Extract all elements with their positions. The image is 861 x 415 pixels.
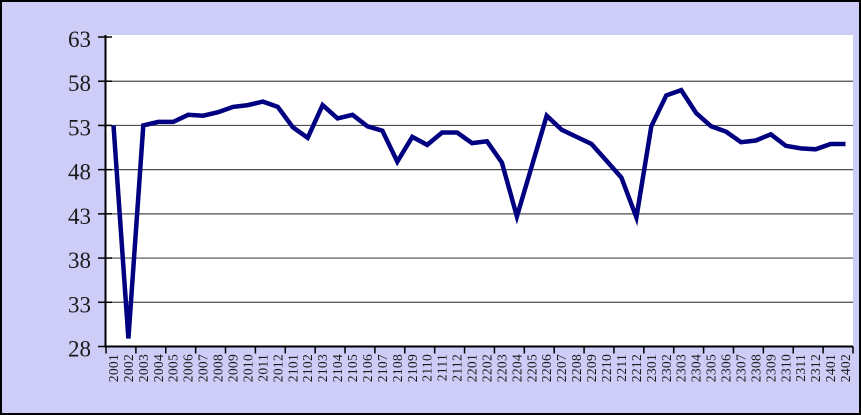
x-axis-label-2204: 2204 [509,354,524,382]
x-axis-label-2203: 2203 [494,354,509,382]
x-axis-label-2011: 2011 [255,354,270,382]
y-axis-label-48: 48 [68,160,91,185]
y-axis-label-28: 28 [68,337,91,362]
plot-area [104,35,853,347]
x-axis-label-2302: 2302 [659,354,674,382]
y-axis-label-58: 58 [68,71,91,96]
x-axis-label-2006: 2006 [181,354,196,382]
x-axis-label-2309: 2309 [763,354,778,382]
x-axis-label-2208: 2208 [569,354,584,382]
x-axis-label-2002: 2002 [121,354,136,382]
x-axis-label-2105: 2105 [345,354,360,382]
x-axis-label-2111: 2111 [435,354,450,381]
x-axis-label-2205: 2205 [524,354,539,382]
x-axis-label-2201: 2201 [465,354,480,382]
y-axis-label-33: 33 [68,292,91,317]
x-axis-label-2102: 2102 [300,354,315,382]
x-axis-label-2110: 2110 [420,354,435,382]
x-axis-label-2303: 2303 [674,354,689,382]
x-axis-label-2307: 2307 [733,354,748,382]
x-axis-label-2007: 2007 [196,354,211,382]
y-axis-label-43: 43 [68,204,91,229]
x-axis-label-2301: 2301 [644,354,659,382]
x-axis-label-2001: 2001 [106,354,121,382]
x-axis-label-2212: 2212 [629,354,644,382]
x-axis-label-2202: 2202 [479,354,494,382]
x-axis-label-2012: 2012 [270,354,285,382]
x-axis-label-2305: 2305 [704,354,719,382]
x-axis-label-2009: 2009 [225,354,240,382]
x-axis-label-2008: 2008 [211,354,226,382]
x-axis-label-2206: 2206 [539,354,554,382]
x-axis-label-2107: 2107 [375,354,390,382]
x-axis-label-2211: 2211 [614,354,629,382]
x-axis-label-2003: 2003 [136,354,151,382]
x-axis-label-2112: 2112 [450,354,465,382]
x-axis-label-2210: 2210 [599,354,614,382]
x-axis-label-2108: 2108 [390,354,405,382]
x-axis-label-2109: 2109 [405,354,420,382]
x-axis-label-2312: 2312 [808,354,823,382]
x-axis-label-2103: 2103 [315,354,330,382]
x-axis-label-2005: 2005 [166,354,181,382]
x-axis-label-2310: 2310 [778,354,793,382]
pmi-series-line [111,87,846,339]
x-axis-label-2304: 2304 [689,354,704,382]
y-axis-label-53: 53 [68,115,91,140]
x-axis-label-2401: 2401 [823,354,838,382]
x-axis-label-2004: 2004 [151,354,166,382]
x-axis-label-2311: 2311 [793,354,808,382]
x-axis-label-2101: 2101 [285,354,300,382]
x-axis-label-2207: 2207 [554,354,569,382]
x-axis-label-2104: 2104 [330,354,345,382]
x-axis-label-2106: 2106 [360,354,375,382]
x-axis-label-2209: 2209 [584,354,599,382]
y-axis-label-38: 38 [68,248,91,273]
x-axis-label-2010: 2010 [240,354,255,382]
x-axis-label-2402: 2402 [838,354,853,382]
y-axis-label-63: 63 [68,27,91,52]
x-axis-label-2308: 2308 [748,354,763,382]
x-axis-label-2306: 2306 [719,354,734,382]
